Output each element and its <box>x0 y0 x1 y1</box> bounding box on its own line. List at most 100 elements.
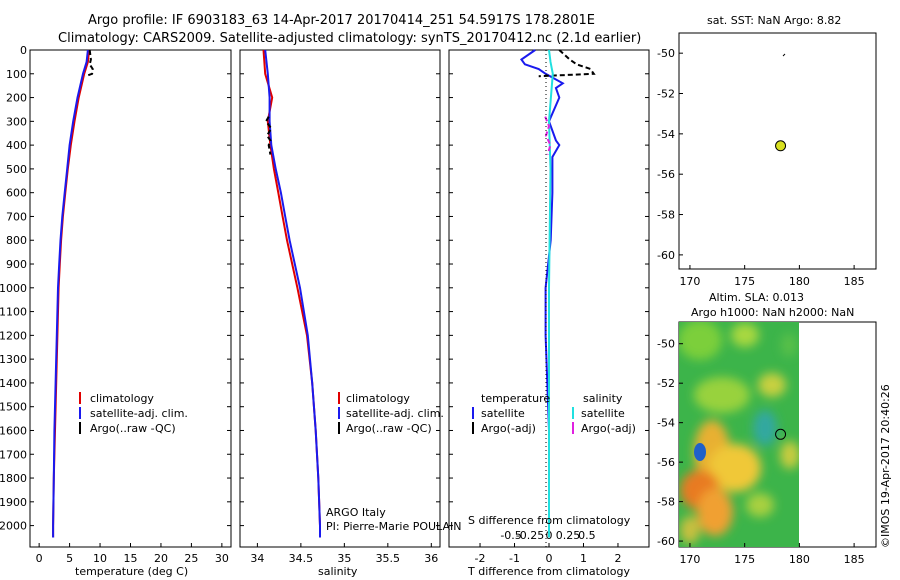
annotation-pi: PI: Pierre-Marie POULAIN <box>326 520 461 533</box>
depth-tick-label: 1500 <box>0 401 27 414</box>
depth-tick-label: 1800 <box>0 472 27 485</box>
series-line <box>544 116 552 155</box>
legend-title-salinity: salinity <box>583 392 623 405</box>
altimetry-heatmap <box>679 322 799 547</box>
axis-ticks: 0100200300400500600700800900100011001200… <box>0 44 865 566</box>
salinity-tick-label: 35 <box>337 552 351 565</box>
salinity-tick-label: 34 <box>250 552 264 565</box>
difference-xlabel-top: S difference from climatology <box>468 514 631 527</box>
series-layer <box>52 49 596 538</box>
lat-tick-label: -50 <box>657 338 675 351</box>
legend-temperature-satellite: satellite <box>481 407 525 420</box>
temperature-tick-label: 15 <box>124 552 138 565</box>
lat-tick-label: -54 <box>657 128 675 141</box>
sdiff-tick-label: 0.25 <box>556 529 581 542</box>
lat-tick-label: -50 <box>657 47 675 60</box>
tdiff-tick-label: 1 <box>580 552 587 565</box>
depth-tick-label: 1000 <box>0 282 27 295</box>
figure-title-line1: Argo profile: IF 6903183_63 14-Apr-2017 … <box>88 13 595 28</box>
legend-salinity-argo: Argo(-adj) <box>581 422 636 435</box>
legend-satellite-adj: satellite-adj. clim. <box>346 407 444 420</box>
legend-climatology: climatology <box>346 392 410 405</box>
depth-tick-label: 200 <box>6 92 27 105</box>
lon-tick-label: 185 <box>844 553 865 566</box>
depth-tick-label: 400 <box>6 139 27 152</box>
legend-title-temperature: temperature <box>481 392 550 405</box>
legend-salinity-satellite: satellite <box>581 407 625 420</box>
tdiff-tick-label: 0 <box>546 552 553 565</box>
tdiff-tick-label: 2 <box>614 552 621 565</box>
altimetry-title-1: Altim. SLA: 0.013 <box>709 291 804 304</box>
series-line <box>264 116 273 155</box>
depth-tick-label: 900 <box>6 258 27 271</box>
depth-tick-label: 700 <box>6 210 27 223</box>
lat-tick-label: -52 <box>657 88 675 101</box>
depth-tick-label: 1100 <box>0 306 27 319</box>
lon-tick-label: 175 <box>734 275 755 288</box>
temperature-tick-label: 30 <box>215 552 229 565</box>
depth-tick-label: 2000 <box>0 520 27 533</box>
salinity-xlabel: salinity <box>318 565 358 578</box>
depth-tick-label: 1700 <box>0 448 27 461</box>
lon-tick-label: 180 <box>789 275 810 288</box>
lat-tick-label: -58 <box>657 496 675 509</box>
lon-tick-label: 180 <box>789 553 810 566</box>
figure-title-line2: Climatology: CARS2009. Satellite-adjuste… <box>58 31 641 46</box>
argo-position-marker-altimetry <box>775 428 787 440</box>
depth-tick-label: 500 <box>6 163 27 176</box>
lat-tick-label: -58 <box>657 209 675 222</box>
depth-tick-label: 1400 <box>0 377 27 390</box>
tdiff-tick-label: -1 <box>509 552 520 565</box>
lat-tick-label: -60 <box>657 535 675 548</box>
lat-tick-label: -56 <box>657 168 675 181</box>
legend-satellite-adj: satellite-adj. clim. <box>90 407 188 420</box>
temperature-legend: climatology satellite-adj. clim. Argo(..… <box>79 392 188 435</box>
temperature-tick-label: 10 <box>93 552 107 565</box>
depth-tick-label: 1600 <box>0 424 27 437</box>
heatmap-low-spot <box>694 443 706 461</box>
temperature-axes <box>29 49 232 548</box>
series-line <box>262 49 321 538</box>
temperature-tick-label: 0 <box>36 552 43 565</box>
difference-xlabel: T difference from climatology <box>467 565 630 578</box>
legend-argo: Argo(..raw -QC) <box>346 422 432 435</box>
lon-tick-label: 170 <box>679 275 700 288</box>
series-line <box>538 49 596 78</box>
series-line <box>85 49 94 78</box>
lon-tick-label: 185 <box>844 275 865 288</box>
altimetry-title-2: Argo h1000: NaN h2000: NaN <box>691 306 854 319</box>
lon-tick-label: 170 <box>679 553 700 566</box>
depth-tick-label: 1200 <box>0 329 27 342</box>
annotation-program: ARGO Italy <box>326 506 386 519</box>
temperature-tick-label: 25 <box>184 552 198 565</box>
sst-map-title: sat. SST: NaN Argo: 8.82 <box>707 14 841 27</box>
argo-position-marker <box>775 140 787 152</box>
temperature-xlabel: temperature (deg C) <box>75 565 188 578</box>
tdiff-tick-label: -2 <box>475 552 486 565</box>
temperature-tick-label: 5 <box>66 552 73 565</box>
salinity-legend: climatology satellite-adj. clim. Argo(..… <box>338 392 444 435</box>
temperature-tick-label: 20 <box>154 552 168 565</box>
series-line <box>264 49 321 538</box>
lat-tick-label: -60 <box>657 249 675 262</box>
depth-tick-label: 1900 <box>0 496 27 509</box>
salinity-tick-label: 36 <box>424 552 438 565</box>
difference-legend: temperature salinity satellite Argo(-adj… <box>472 392 636 435</box>
series-line <box>519 49 565 538</box>
depth-tick-label: 0 <box>20 44 27 57</box>
legend-climatology: climatology <box>90 392 154 405</box>
depth-tick-label: 300 <box>6 115 27 128</box>
sdiff-tick-label: 0.5 <box>578 529 596 542</box>
salinity-axes <box>239 49 441 548</box>
imos-timestamp: ©IMOS 19-Apr-2017 20:40:26 <box>879 384 892 548</box>
sst-tiny-mark <box>782 53 786 57</box>
sst-map-axes <box>678 32 877 270</box>
lon-tick-label: 175 <box>734 553 755 566</box>
lat-tick-label: -54 <box>657 417 675 430</box>
sdiff-tick-label: -0.5 <box>500 529 521 542</box>
legend-temperature-argo: Argo(-adj) <box>481 422 536 435</box>
series-line <box>547 49 554 538</box>
series-line <box>52 49 89 538</box>
lat-tick-label: -52 <box>657 377 675 390</box>
